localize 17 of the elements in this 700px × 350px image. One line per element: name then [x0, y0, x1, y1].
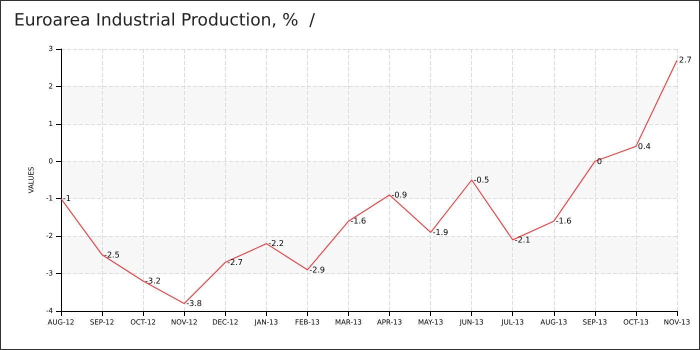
data-label: -2.9	[309, 265, 326, 274]
line-series	[60, 60, 678, 304]
data-label: 0.4	[638, 142, 651, 151]
data-label: -1.6	[350, 216, 366, 226]
data-label: -3.8	[186, 299, 202, 308]
chart-title: Euroarea Industrial Production, % /	[14, 10, 316, 30]
data-label: -1.9	[432, 228, 448, 237]
data-label: -2.5	[104, 250, 120, 260]
data-label: 2.7	[679, 56, 692, 65]
data-label: -2.1	[514, 235, 530, 244]
data-label: -0.5	[474, 176, 490, 184]
data-label: -2.7	[227, 258, 243, 267]
data-label: -0.9	[392, 190, 408, 200]
data-label: -2.2	[268, 239, 284, 248]
data-label: -1	[63, 194, 71, 204]
data-label: -3.2	[145, 276, 161, 286]
data-label: -1.6	[556, 216, 572, 226]
